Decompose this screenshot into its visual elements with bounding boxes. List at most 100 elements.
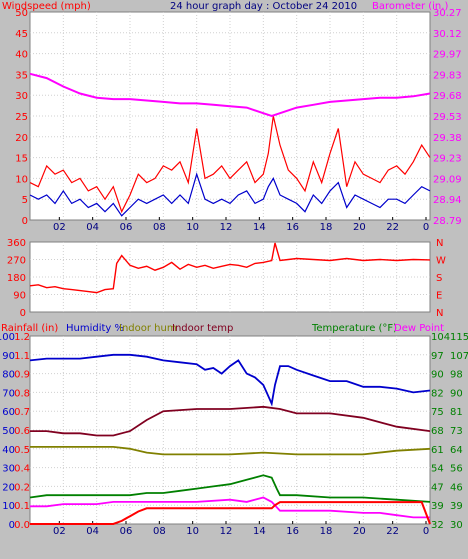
y-tick-label: 0 [22, 216, 28, 227]
x-tick-label: 04 [86, 526, 99, 537]
y-tick-label: 107 [450, 351, 468, 362]
x-tick-label: 0 [423, 222, 429, 233]
x-tick-label: 08 [153, 526, 166, 537]
x-tick-label: 12 [220, 526, 233, 537]
direction-left-ticks: 0 90 180 270 360 [7, 238, 26, 319]
y-tick-label: 90 [13, 291, 26, 302]
series-line-avg [29, 172, 431, 217]
x-tick-label: 10 [186, 526, 199, 537]
y-tick-label: 40 [2, 445, 15, 456]
x-tick-label: 02 [53, 222, 66, 233]
y-tick-label: N [436, 238, 443, 249]
temperature-panel: 01020304050607080901000.00.10.20.40.50.6… [0, 323, 468, 537]
y-tick-label: 25 [15, 112, 28, 123]
wind-right-ticks: 28.79 28.94 29.09 29.23 29.38 29.53 29.68 29.83… [433, 8, 462, 227]
x-tick-label: 14 [253, 222, 266, 233]
wind-left-ticks: 0 5 10 15 20 25 30 35 40 45 50 [15, 8, 28, 227]
direction-grid [30, 242, 430, 312]
temperature-right-ticks: 32 39 47 54 61 68 75 82 90 97 104 30 39 46 56 64 73 81 90 9… [431, 332, 468, 531]
x-tick-label: 20 [353, 222, 366, 233]
y-tick-label: 0.8 [14, 388, 30, 399]
y-tick-label: 50 [2, 426, 15, 437]
y-tick-label: 97 [431, 351, 444, 362]
wind-series [29, 72, 431, 217]
y-tick-label: N [436, 308, 443, 319]
y-tick-label: 61 [431, 445, 444, 456]
series-line-temperature-f- [29, 474, 431, 503]
y-tick-label: 50 [15, 8, 28, 19]
y-tick-label: 35 [15, 70, 28, 81]
rainfall-label: Rainfall (in) [1, 323, 58, 334]
x-tick-label: 10 [186, 222, 199, 233]
y-tick-label: 28.79 [433, 216, 462, 227]
x-tick-label: 02 [53, 526, 66, 537]
y-tick-label: 68 [431, 426, 444, 437]
y-tick-label: 73 [450, 426, 463, 437]
series-line-dew-point [30, 496, 430, 519]
y-tick-label: 270 [7, 256, 26, 267]
direction-series [29, 242, 431, 294]
y-tick-label: 40 [15, 50, 28, 61]
y-tick-label: 82 [431, 388, 444, 399]
y-tick-label: 30 [450, 520, 463, 531]
y-tick-label: 29.97 [433, 50, 462, 61]
y-tick-label: 29.83 [433, 70, 462, 81]
dew-point-label: Dew Point [394, 323, 444, 334]
indoor-temp-label: Indoor temp [172, 323, 233, 334]
y-tick-label: 30.12 [433, 29, 462, 40]
y-tick-label: 39 [450, 501, 463, 512]
y-tick-label: 75 [431, 407, 444, 418]
y-tick-label: 20 [15, 133, 28, 144]
y-tick-label: 180 [7, 273, 26, 284]
y-tick-label: 0 [20, 308, 26, 319]
y-tick-label: S [436, 273, 442, 284]
y-tick-label: 30 [15, 91, 28, 102]
series-line-gust [29, 115, 431, 214]
y-tick-label: 90 [450, 388, 463, 399]
wind-left-label: Windspeed (mph) [2, 1, 91, 12]
y-tick-label: 56 [450, 464, 463, 475]
y-tick-label: 0.7 [14, 407, 30, 418]
indoor-hum-label: Indoor hum [119, 323, 177, 334]
y-tick-label: 64 [450, 445, 463, 456]
temperature-label: Temperature (°F) [311, 323, 397, 334]
y-tick-label: W [436, 256, 446, 267]
y-tick-label: 0.1 [14, 501, 30, 512]
x-tick-label: 06 [120, 526, 133, 537]
temperature-grid [30, 336, 430, 524]
x-tick-label: 16 [286, 526, 299, 537]
y-tick-label: 0.5 [14, 445, 30, 456]
y-tick-label: 0.6 [14, 426, 30, 437]
series-line-indoor-temp [30, 405, 431, 437]
humidity-label: Humidity % [66, 323, 124, 334]
y-tick-label: 46 [450, 482, 463, 493]
y-tick-label: 104 [431, 332, 450, 343]
y-tick-label: 47 [431, 482, 444, 493]
y-tick-label: 29.53 [433, 112, 462, 123]
series-line-humidity- [29, 353, 431, 407]
y-tick-label: 30 [2, 464, 15, 475]
y-tick-label: 0.2 [14, 482, 30, 493]
wind-grid [30, 12, 430, 220]
y-tick-label: 98 [450, 370, 463, 381]
series-line-direction [29, 242, 431, 294]
y-tick-label: 15 [15, 154, 28, 165]
y-tick-label: 60 [2, 407, 15, 418]
y-tick-label: 29.38 [433, 133, 462, 144]
y-tick-label: 115 [450, 332, 468, 343]
temperature-series [29, 353, 431, 525]
y-tick-label: 29.09 [433, 174, 462, 185]
chart-title: 24 hour graph day : October 24 2010 [170, 1, 357, 12]
y-tick-label: 30.27 [433, 8, 462, 19]
y-tick-label: 28.94 [433, 195, 462, 206]
series-line-indoor-hum [30, 445, 431, 456]
y-tick-label: 29.68 [433, 91, 462, 102]
y-tick-label: 100 [0, 332, 15, 343]
y-tick-label: 90 [2, 351, 15, 362]
y-tick-label: 29.23 [433, 154, 462, 165]
y-tick-label: E [436, 291, 442, 302]
x-tick-label: 20 [353, 526, 366, 537]
y-tick-label: 90 [431, 370, 444, 381]
